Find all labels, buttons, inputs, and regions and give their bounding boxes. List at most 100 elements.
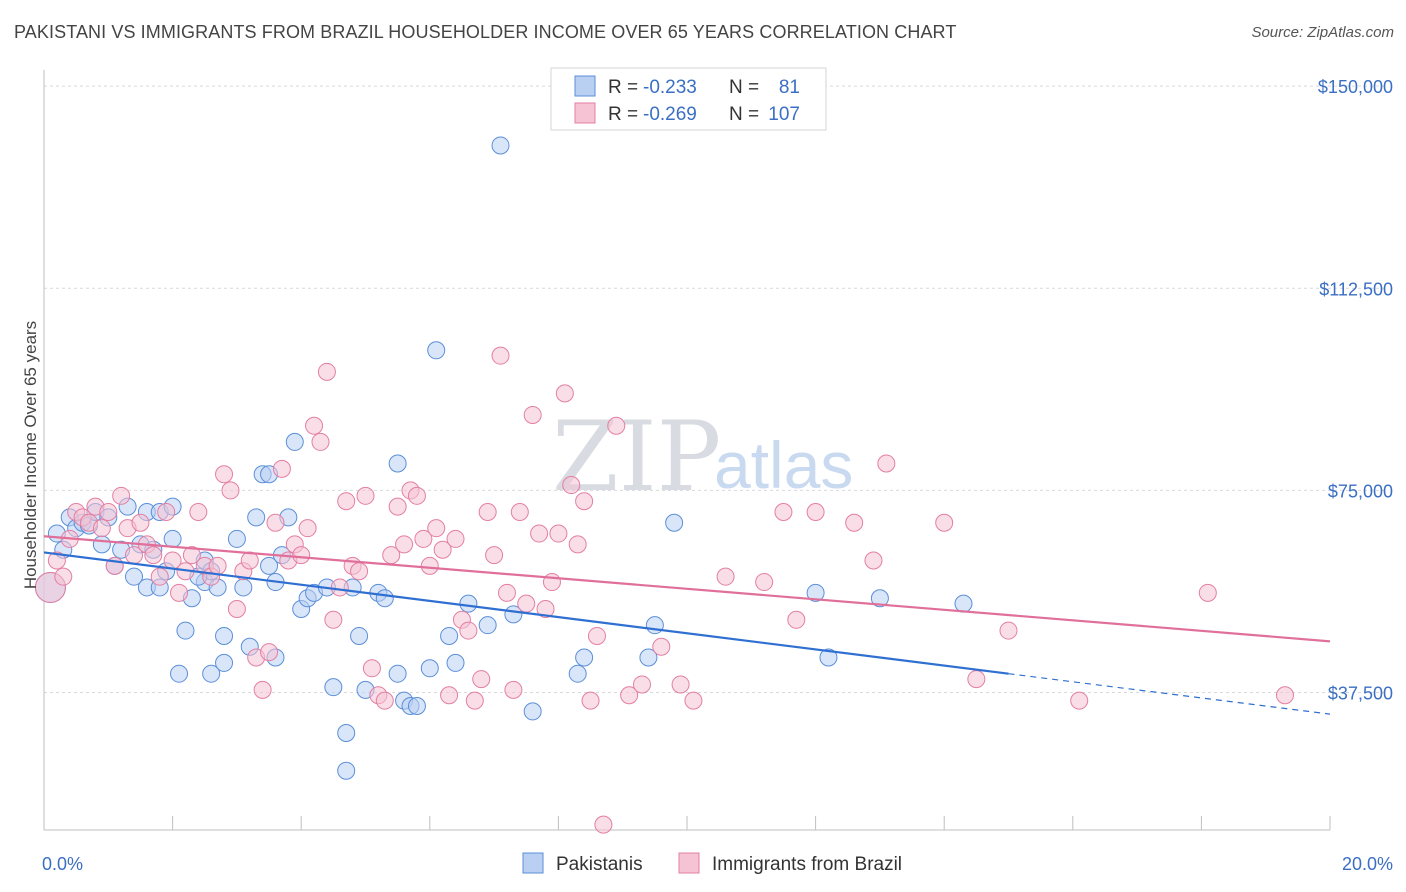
brazil-point-69 xyxy=(485,546,504,565)
brazil-point-22 xyxy=(182,546,201,565)
pakistanis-point-29 xyxy=(215,626,234,645)
brazil-point-98 xyxy=(845,513,864,532)
brazil-point-71 xyxy=(497,583,516,602)
x-tick-label-0: 0.0% xyxy=(42,854,83,874)
brazil-point-70 xyxy=(491,346,510,365)
legend-bottom-swatch-pink xyxy=(678,852,700,874)
brazil-point-40 xyxy=(298,519,317,538)
pakistanis-point-34 xyxy=(227,529,246,548)
brazil-point-72 xyxy=(504,680,523,699)
y-tick-labels: $37,500 $75,000 $112,500 $150,000 xyxy=(1318,77,1393,703)
brazil-point-55 xyxy=(395,535,414,554)
brazil-point-46 xyxy=(337,492,356,511)
x-tick-labels: 0.0% 20.0% xyxy=(42,854,1393,874)
brazil-point-68 xyxy=(478,502,497,521)
brazil-point-35 xyxy=(266,513,285,532)
brazil-point-81 xyxy=(562,476,581,495)
pakistanis-point-20 xyxy=(163,529,182,548)
legend-n-value-pink: 107 xyxy=(768,104,800,125)
brazil-point-20 xyxy=(170,583,189,602)
brazil-point-89 xyxy=(632,675,651,694)
legend-bottom: Pakistanis Immigrants from Brazil xyxy=(522,852,902,875)
brazil-point-59 xyxy=(420,556,439,575)
legend-top-box xyxy=(550,67,827,131)
brazil-point-79 xyxy=(549,524,568,543)
brazil-point-52 xyxy=(375,691,394,710)
brazil-point-61 xyxy=(433,540,452,559)
watermark: ZIP atlas xyxy=(552,401,853,513)
brazil-point-57 xyxy=(407,486,426,505)
brazil-point-77 xyxy=(536,600,555,619)
pakistanis-point-54 xyxy=(350,626,369,645)
pakistanis-point-75 xyxy=(665,513,684,532)
brazil-point-34 xyxy=(260,643,279,662)
pakistanis-point-58 xyxy=(388,454,407,473)
pakistanis-point-72 xyxy=(575,648,594,667)
watermark-atlas: atlas xyxy=(714,428,853,502)
brazil-point-1 xyxy=(47,551,66,570)
pakistanis-point-67 xyxy=(478,616,497,635)
brazil-point-42 xyxy=(311,432,330,451)
pakistanis-point-80 xyxy=(459,594,478,613)
legend-r-value-pink: -0.269 xyxy=(643,104,697,125)
brazil-point-54 xyxy=(388,497,407,516)
brazil-point-93 xyxy=(716,567,735,586)
legend-r-value-blue: -0.233 xyxy=(643,77,697,98)
brazil-point-8 xyxy=(92,519,111,538)
pakistanis-point-73 xyxy=(639,648,658,667)
brazil-point-100 xyxy=(877,454,896,473)
series-immigrants-from-brazil xyxy=(34,346,1294,834)
pakistanis-point-61 xyxy=(407,697,426,716)
x-tick-label-1: 20.0% xyxy=(1342,854,1393,874)
legend-r-label-blue: R = xyxy=(608,77,638,98)
trend-line-pakistanis xyxy=(43,551,1009,675)
legend-swatch-pink xyxy=(574,102,596,124)
brazil-point-75 xyxy=(523,405,542,424)
pakistanis-point-27 xyxy=(202,664,221,683)
legend-swatch-blue xyxy=(574,75,596,97)
brazil-point-96 xyxy=(787,610,806,629)
y-tick-label-2: $112,500 xyxy=(1319,279,1393,299)
pakistanis-point-79 xyxy=(954,594,973,613)
brazil-point-62 xyxy=(440,686,459,705)
brazil-point-60 xyxy=(427,519,446,538)
brazil-point-101 xyxy=(935,513,954,532)
brazil-point-94 xyxy=(755,573,774,592)
pakistanis-point-53 xyxy=(337,761,356,780)
pakistanis-point-64 xyxy=(440,626,459,645)
brazil-point-11 xyxy=(112,486,131,505)
legend-n-label-blue: N = xyxy=(729,77,759,98)
brazil-point-91 xyxy=(671,675,690,694)
brazil-point-27 xyxy=(215,465,234,484)
trend-lines xyxy=(43,535,1331,715)
pakistanis-point-65 xyxy=(446,653,465,672)
brazil-point-67 xyxy=(472,670,491,689)
brazil-point-76 xyxy=(530,524,549,543)
pakistanis-point-74 xyxy=(645,616,664,635)
axes xyxy=(43,70,1331,831)
brazil-point-95 xyxy=(774,502,793,521)
pakistanis-point-69 xyxy=(523,702,542,721)
y-axis-label: Householder Income Over 65 years xyxy=(21,321,40,589)
brazil-point-65 xyxy=(459,621,478,640)
pakistanis-point-51 xyxy=(337,723,356,742)
chart-title: PAKISTANI VS IMMIGRANTS FROM BRAZIL HOUS… xyxy=(14,22,957,42)
brazil-point-18 xyxy=(157,502,176,521)
brazil-point-44 xyxy=(324,610,343,629)
pakistanis-point-62 xyxy=(420,659,439,678)
pakistanis-point-8 xyxy=(92,535,111,554)
pakistanis-point-76 xyxy=(806,583,825,602)
pakistanis-point-50 xyxy=(324,678,343,697)
brazil-point-90 xyxy=(652,637,671,656)
brazil-point-92 xyxy=(684,691,703,710)
brazil-point-104 xyxy=(1070,691,1089,710)
brazil-point-66 xyxy=(465,691,484,710)
brazil-point-14 xyxy=(131,513,150,532)
brazil-point-86 xyxy=(594,815,613,834)
pakistanis-point-13 xyxy=(125,567,144,586)
brazil-point-74 xyxy=(517,594,536,613)
brazil-point-23 xyxy=(189,502,208,521)
pakistanis-point-37 xyxy=(247,508,266,527)
brazil-point-41 xyxy=(305,416,324,435)
pakistanis-point-39 xyxy=(260,556,279,575)
